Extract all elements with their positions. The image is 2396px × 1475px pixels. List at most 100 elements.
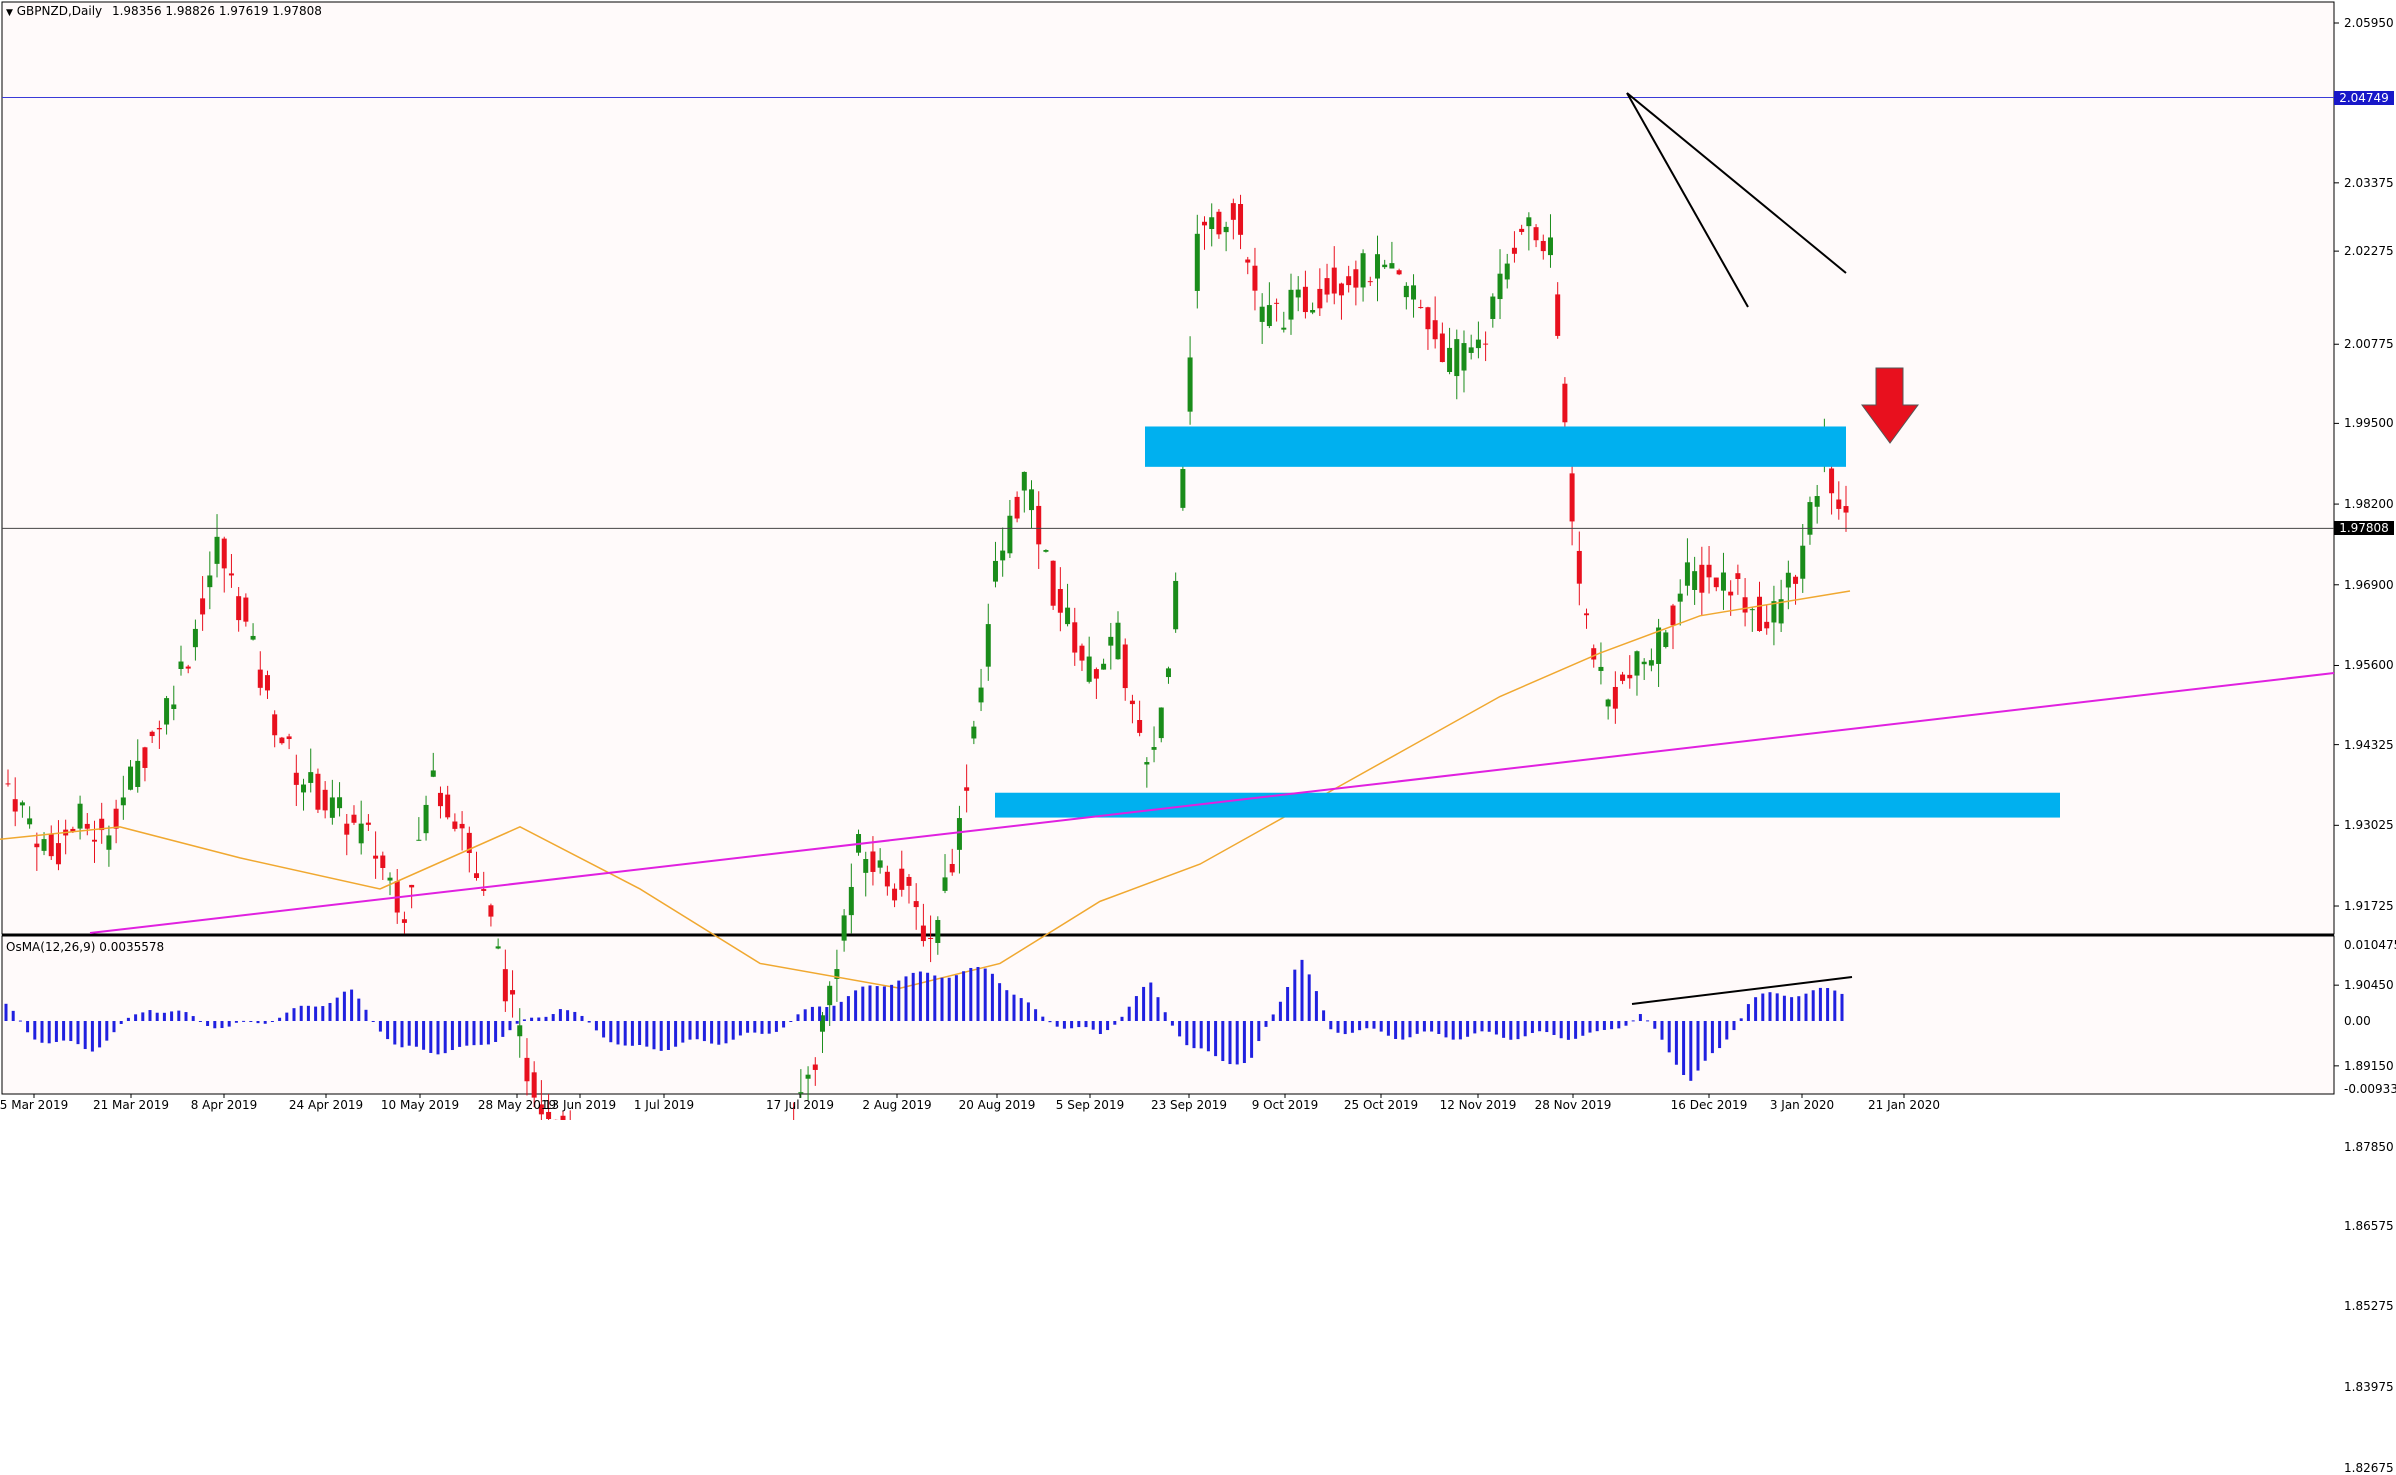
osma-bar — [1236, 1021, 1239, 1064]
candle-body — [827, 986, 832, 1005]
osma-bar — [1034, 1009, 1037, 1021]
osma-bar — [1099, 1021, 1102, 1034]
candle-body — [1627, 675, 1632, 678]
osma-bar — [1243, 1021, 1246, 1063]
osma-bar — [1826, 988, 1829, 1021]
candle-body — [870, 851, 875, 871]
osma-bar — [1437, 1021, 1440, 1034]
osma-bar — [1257, 1021, 1260, 1041]
candle-body — [1836, 500, 1841, 509]
candle-body — [524, 1058, 529, 1081]
date-tick-label: 2 Aug 2019 — [862, 1098, 931, 1112]
osma-bar — [257, 1021, 260, 1023]
candle-body — [1800, 546, 1805, 579]
osma-bar — [285, 1013, 288, 1021]
candle-body — [92, 840, 97, 842]
candle-body — [971, 727, 976, 739]
osma-bar — [1833, 991, 1836, 1021]
osma-bar — [1200, 1021, 1203, 1048]
candle-body — [1721, 573, 1726, 591]
candle-body — [344, 824, 349, 835]
osma-bar — [1092, 1021, 1095, 1030]
candle-body — [1043, 550, 1048, 552]
candle-body — [1786, 573, 1791, 588]
candle-body — [1252, 266, 1257, 291]
osma-bar — [509, 1021, 512, 1030]
candle-body — [1022, 472, 1027, 491]
osma-bar — [876, 986, 879, 1021]
osma-bar — [1711, 1021, 1714, 1053]
osma-bar — [732, 1021, 735, 1040]
osma-bar — [1041, 1017, 1044, 1021]
osma-bar — [681, 1021, 684, 1043]
candle-body — [1216, 212, 1221, 235]
candle-body — [1584, 613, 1589, 615]
osma-bar — [761, 1021, 764, 1034]
osma-bar — [437, 1021, 440, 1054]
candle-body — [1267, 305, 1272, 326]
candle-body — [1224, 227, 1229, 232]
osma-bar — [581, 1016, 584, 1021]
candle-body — [561, 1116, 566, 1120]
osma-bar — [523, 1019, 526, 1021]
candle-body — [1036, 506, 1041, 544]
osma-bar — [134, 1014, 137, 1021]
osma-bar — [530, 1018, 533, 1021]
candle-body — [359, 824, 364, 844]
candle-body — [49, 834, 54, 857]
candle-body — [914, 901, 919, 907]
date-tick-label: 3 Jan 2020 — [1770, 1098, 1834, 1112]
candle-body — [1245, 260, 1250, 263]
osma-bar — [905, 976, 908, 1021]
osma-bar — [717, 1021, 720, 1045]
osma-bar — [1733, 1021, 1736, 1030]
candle-body — [885, 872, 890, 887]
osma-bar — [1077, 1021, 1080, 1027]
osma-bar — [941, 978, 944, 1021]
osma-bar — [1589, 1021, 1592, 1033]
candle-body — [1159, 708, 1164, 739]
date-tick-label: 9 Oct 2019 — [1252, 1098, 1319, 1112]
osma-bar — [170, 1011, 173, 1021]
collapse-triangle-icon[interactable]: ▼ — [6, 8, 13, 18]
osma-bar — [120, 1021, 123, 1024]
date-tick-label: 10 May 2019 — [381, 1098, 459, 1112]
osma-bar — [1344, 1021, 1347, 1034]
candle-body — [1591, 648, 1596, 659]
osma-tick-label: -0.0093305 — [2344, 1082, 2396, 1096]
candle-body — [1570, 473, 1575, 521]
candle-body — [1051, 561, 1056, 606]
osma-bar — [357, 999, 360, 1021]
candle-body — [121, 797, 126, 805]
osma-bar — [1553, 1021, 1556, 1035]
candle-body — [1238, 204, 1243, 235]
osma-bar — [1509, 1021, 1512, 1040]
date-tick-label: 20 Aug 2019 — [959, 1098, 1036, 1112]
candle-body — [251, 636, 256, 640]
osma-bar — [890, 985, 893, 1021]
osma-bar — [977, 967, 980, 1021]
osma-bar — [422, 1021, 425, 1050]
candle-body — [409, 885, 414, 887]
osma-bar — [897, 981, 900, 1021]
osma-bar — [1193, 1021, 1196, 1048]
candle-body — [1692, 571, 1697, 590]
osma-bar — [84, 1021, 87, 1049]
date-tick-label: 5 Sep 2019 — [1056, 1098, 1124, 1112]
osma-bar — [725, 1021, 728, 1043]
candle-body — [1469, 347, 1474, 353]
osma-bar — [537, 1018, 540, 1021]
candle-body — [798, 1092, 803, 1093]
candle-body — [1425, 307, 1430, 329]
osma-bar — [307, 1006, 310, 1021]
osma-bar — [487, 1021, 490, 1044]
date-tick-label: 17 Jul 2019 — [766, 1098, 834, 1112]
candle-body — [1649, 660, 1654, 665]
osma-bar — [1538, 1021, 1541, 1031]
candle-body — [1656, 628, 1661, 664]
osma-bar — [1689, 1021, 1692, 1081]
osma-bar — [624, 1021, 627, 1046]
candle-body — [1685, 562, 1690, 585]
candle-body — [532, 1072, 537, 1097]
candle-body — [287, 736, 292, 739]
